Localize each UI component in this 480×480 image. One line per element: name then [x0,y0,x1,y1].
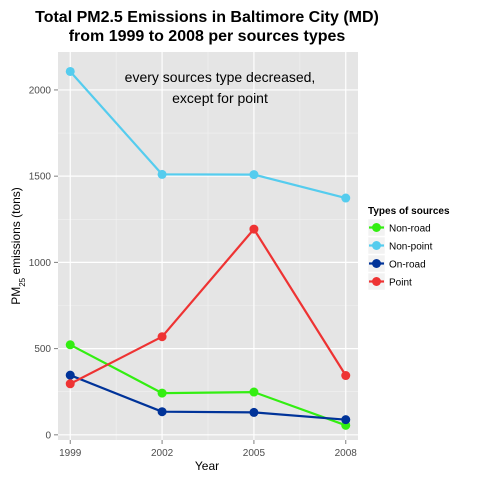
y-tick-label: 1000 [29,258,52,269]
legend-key-point [372,223,381,232]
y-axis-title: PM25 emissions (tons) [9,187,27,305]
x-tick-label: 1999 [59,448,82,459]
series-non-point [65,66,351,203]
y-axis-title-subscript: 25 [18,277,27,286]
data-point-on-road [157,407,167,417]
x-tick-label: 2002 [151,448,174,459]
series-on-road [65,370,351,425]
y-tick-label: 1500 [29,172,52,183]
y-axis: 0 500 1000 1500 2000 [29,85,58,441]
grid-major [58,52,358,440]
legend-key-point [372,241,381,250]
data-point-on-road [249,407,259,417]
x-axis: 1999 2002 2005 2008 [59,440,357,459]
data-point-point [65,379,75,389]
data-point-on-road [341,415,351,425]
series-line-on-road [69,374,346,421]
chart-title-line2: from 1999 to 2008 per sources types [69,28,346,45]
legend-label-point: Point [389,278,412,289]
legend-item-on-road: On-road [367,254,426,273]
annotation-line1: every sources type decreased, [125,69,316,85]
legend-title: Types of sources [368,206,450,217]
x-tick-label: 2005 [243,448,266,459]
y-tick-label: 2000 [29,85,52,96]
legend-label-non-road: Non-road [389,224,431,235]
y-axis-title-prefix: PM [9,287,23,305]
chart-title-line1: Total PM2.5 Emissions in Baltimore City … [35,9,379,26]
legend-item-point: Point [367,272,412,291]
series-point [65,224,351,389]
legend-key-point [372,259,381,268]
legend: Types of sources Non-road Non-point On-roa… [367,206,450,291]
data-point-non-point [249,170,259,180]
legend-label-non-point: Non-point [389,242,433,253]
y-axis-title-suffix: emissions (tons) [9,187,23,278]
legend-item-non-road: Non-road [367,218,431,237]
data-point-point [249,224,259,234]
grid-minor [58,52,358,440]
data-point-non-road [65,340,75,350]
legend-item-non-point: Non-point [367,236,433,255]
series-non-road [65,340,351,430]
data-point-non-road [249,387,259,397]
data-point-point [157,332,167,342]
data-point-non-road [157,388,167,398]
data-point-non-point [341,193,351,203]
data-point-non-point [157,169,167,179]
annotation-line2: except for point [172,90,268,106]
x-tick-label: 2008 [335,448,358,459]
legend-label-on-road: On-road [389,260,426,271]
legend-key-point [372,277,381,286]
data-point-point [341,371,351,381]
series-line-point [69,228,347,385]
y-tick-label: 500 [34,344,51,355]
x-axis-title: Year [195,459,219,473]
data-point-on-road [65,370,75,380]
series-layer [65,66,351,430]
series-line-non-road [69,343,347,427]
series-line-non-point [69,70,347,200]
data-point-non-point [65,66,75,76]
y-tick-label: 0 [45,430,51,441]
